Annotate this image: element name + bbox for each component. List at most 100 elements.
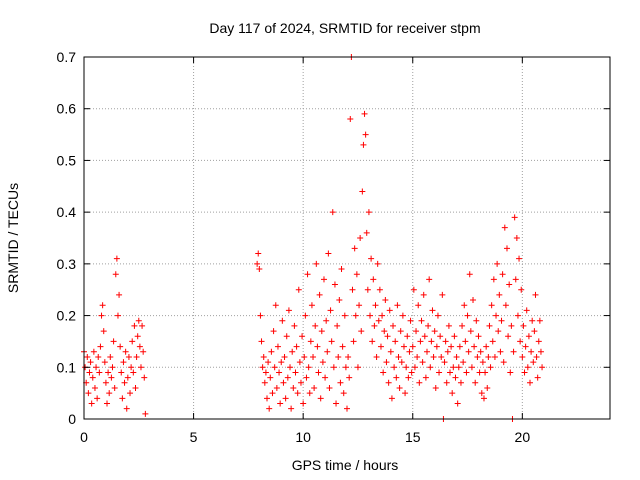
data-point: [409, 343, 416, 350]
data-point: [287, 364, 294, 371]
data-point: [294, 390, 301, 397]
data-point: [112, 271, 119, 278]
data-points: [81, 54, 546, 422]
x-tick-label: 15: [405, 429, 421, 445]
data-point: [313, 260, 320, 267]
data-point: [445, 322, 452, 329]
data-point: [345, 353, 352, 360]
data-point: [351, 245, 358, 252]
data-point: [90, 348, 97, 355]
data-point: [453, 353, 460, 360]
data-point: [502, 302, 509, 309]
data-point: [473, 317, 480, 324]
data-point: [376, 286, 383, 293]
data-point: [353, 271, 360, 278]
data-point: [349, 286, 356, 293]
data-point: [535, 338, 542, 345]
data-point: [429, 307, 436, 314]
data-point: [299, 333, 306, 340]
data-point: [423, 348, 430, 355]
data-point: [329, 209, 336, 216]
data-point: [464, 312, 471, 319]
data-point: [394, 302, 401, 309]
data-point: [386, 307, 393, 314]
data-point: [439, 291, 446, 298]
data-point: [96, 369, 103, 376]
data-point: [397, 328, 404, 335]
data-point: [505, 333, 512, 340]
data-point: [513, 235, 520, 241]
data-point: [256, 266, 263, 273]
data-point: [94, 395, 101, 402]
plot-frame: [83, 56, 611, 420]
data-point: [325, 250, 332, 257]
data-point: [471, 343, 478, 350]
data-point: [498, 317, 505, 324]
data-point: [418, 317, 425, 324]
data-point: [450, 364, 457, 371]
data-point: [521, 369, 528, 376]
y-tick-label: 0: [68, 411, 76, 427]
data-point: [107, 353, 114, 360]
data-point: [293, 343, 300, 350]
data-point: [254, 260, 261, 267]
data-point: [434, 312, 441, 319]
data-point: [399, 312, 406, 319]
data-point: [384, 333, 391, 340]
data-point: [367, 312, 374, 319]
data-point: [462, 338, 469, 345]
data-point: [111, 384, 118, 391]
data-point: [357, 235, 364, 241]
data-point: [261, 379, 268, 386]
data-point: [390, 322, 397, 329]
data-point: [534, 374, 541, 381]
data-point: [482, 369, 489, 376]
data-point: [142, 410, 149, 417]
data-point: [140, 348, 147, 355]
data-point: [404, 333, 411, 340]
data-point: [420, 291, 427, 298]
data-point: [442, 338, 449, 345]
data-point: [530, 359, 537, 366]
x-axis-label: GPS time / hours: [292, 457, 399, 473]
data-point: [308, 302, 315, 309]
data-point: [85, 390, 92, 397]
data-point: [292, 369, 299, 376]
data-point: [508, 322, 515, 329]
data-point: [124, 374, 131, 381]
data-point: [537, 348, 544, 355]
data-point: [122, 348, 129, 355]
data-point: [255, 250, 262, 257]
data-point: [368, 255, 375, 262]
grid-lines: [84, 57, 610, 419]
data-point: [451, 333, 458, 340]
data-point: [333, 400, 340, 407]
data-point: [493, 312, 500, 319]
data-point: [331, 281, 338, 288]
data-point: [496, 291, 503, 298]
data-point: [392, 338, 399, 345]
data-point: [536, 317, 543, 324]
data-point: [365, 209, 372, 216]
data-point: [370, 276, 377, 283]
data-point: [302, 312, 309, 319]
data-point: [110, 338, 117, 345]
data-point: [91, 384, 98, 391]
data-point: [415, 302, 422, 309]
data-point: [280, 379, 287, 386]
data-point: [318, 328, 325, 335]
data-point: [403, 364, 410, 371]
data-point: [382, 297, 389, 304]
data-point: [522, 343, 529, 350]
data-point: [413, 328, 420, 335]
data-point: [523, 307, 530, 314]
data-point: [529, 317, 536, 324]
data-point: [455, 364, 462, 371]
data-point: [97, 343, 104, 350]
data-point: [100, 328, 107, 335]
data-point: [405, 374, 412, 381]
data-point: [422, 374, 429, 381]
data-point: [511, 214, 518, 221]
data-point: [519, 353, 526, 360]
